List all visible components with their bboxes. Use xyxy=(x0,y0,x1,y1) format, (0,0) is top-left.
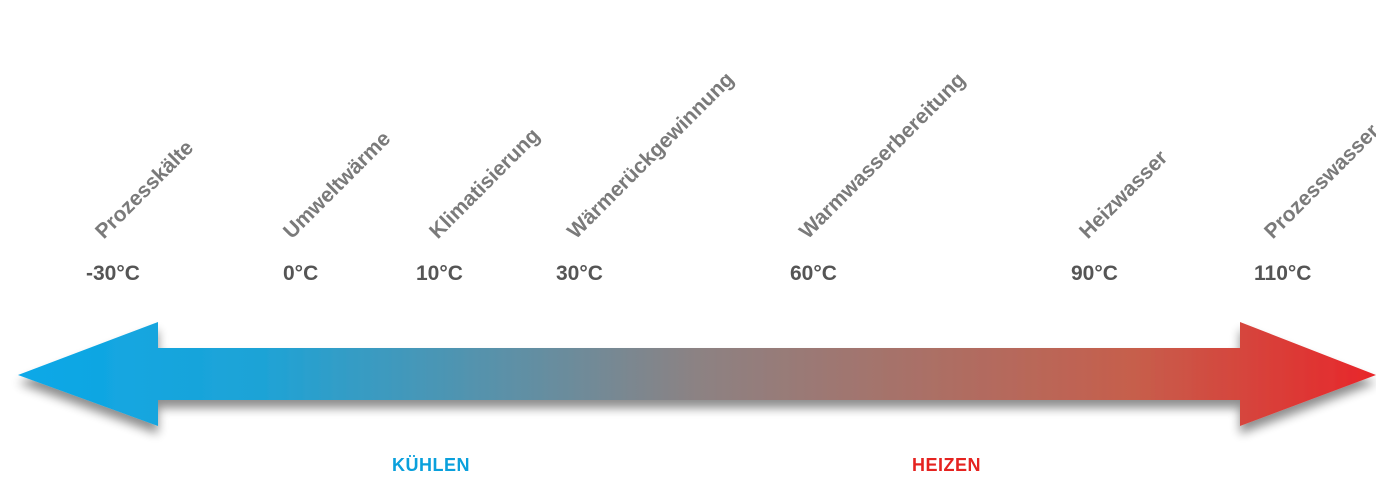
temperature-value-90: 90°C xyxy=(1071,262,1118,285)
temperature-value-0: 0°C xyxy=(283,262,319,285)
temperature-value-minus30: -30°C xyxy=(86,262,140,285)
cooling-label: KÜHLEN xyxy=(392,455,470,475)
temperature-value-60: 60°C xyxy=(790,262,837,285)
arrow-body xyxy=(18,322,1376,426)
temperature-value-10: 10°C xyxy=(416,262,463,285)
temperature-value-30: 30°C xyxy=(556,262,603,285)
heating-label: HEIZEN xyxy=(912,455,982,475)
temperature-value-110: 110°C xyxy=(1254,262,1312,285)
